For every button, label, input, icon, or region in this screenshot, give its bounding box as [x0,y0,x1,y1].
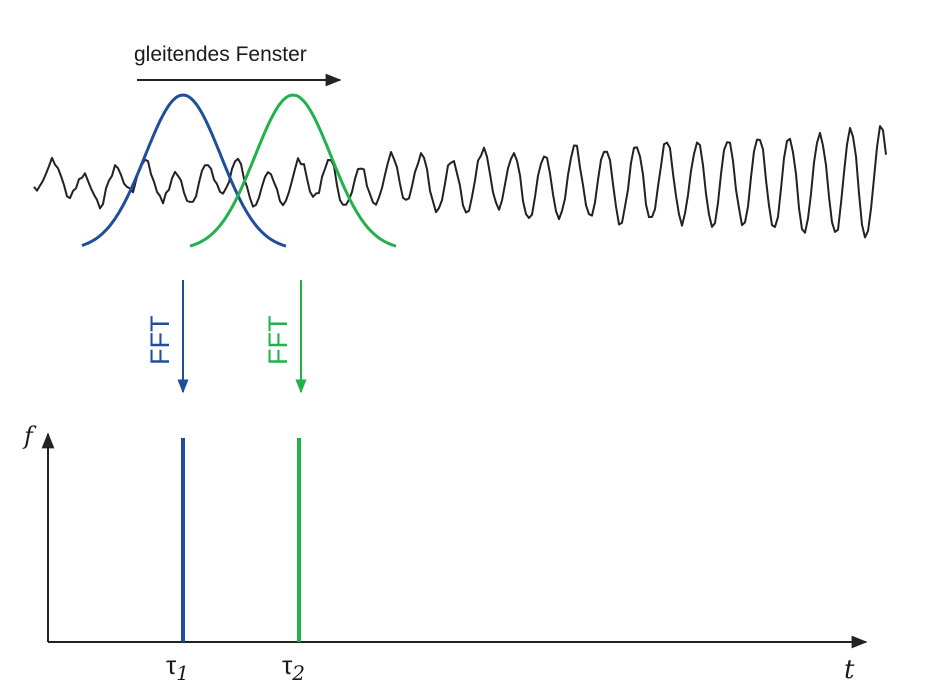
window-label: gleitendes Fenster [134,43,307,66]
window-2-curve [189,93,397,248]
window-1-curve [81,93,287,248]
tau-1-label: τ1 [166,650,189,685]
time-axis-label: t [844,655,855,685]
frequency-axis-label: f [22,422,37,450]
fft-label-2: FFT [263,316,293,365]
signal-waveform [33,125,887,239]
fft-label-1: FFT [145,316,175,365]
tau-2-label: τ2 [282,650,305,685]
